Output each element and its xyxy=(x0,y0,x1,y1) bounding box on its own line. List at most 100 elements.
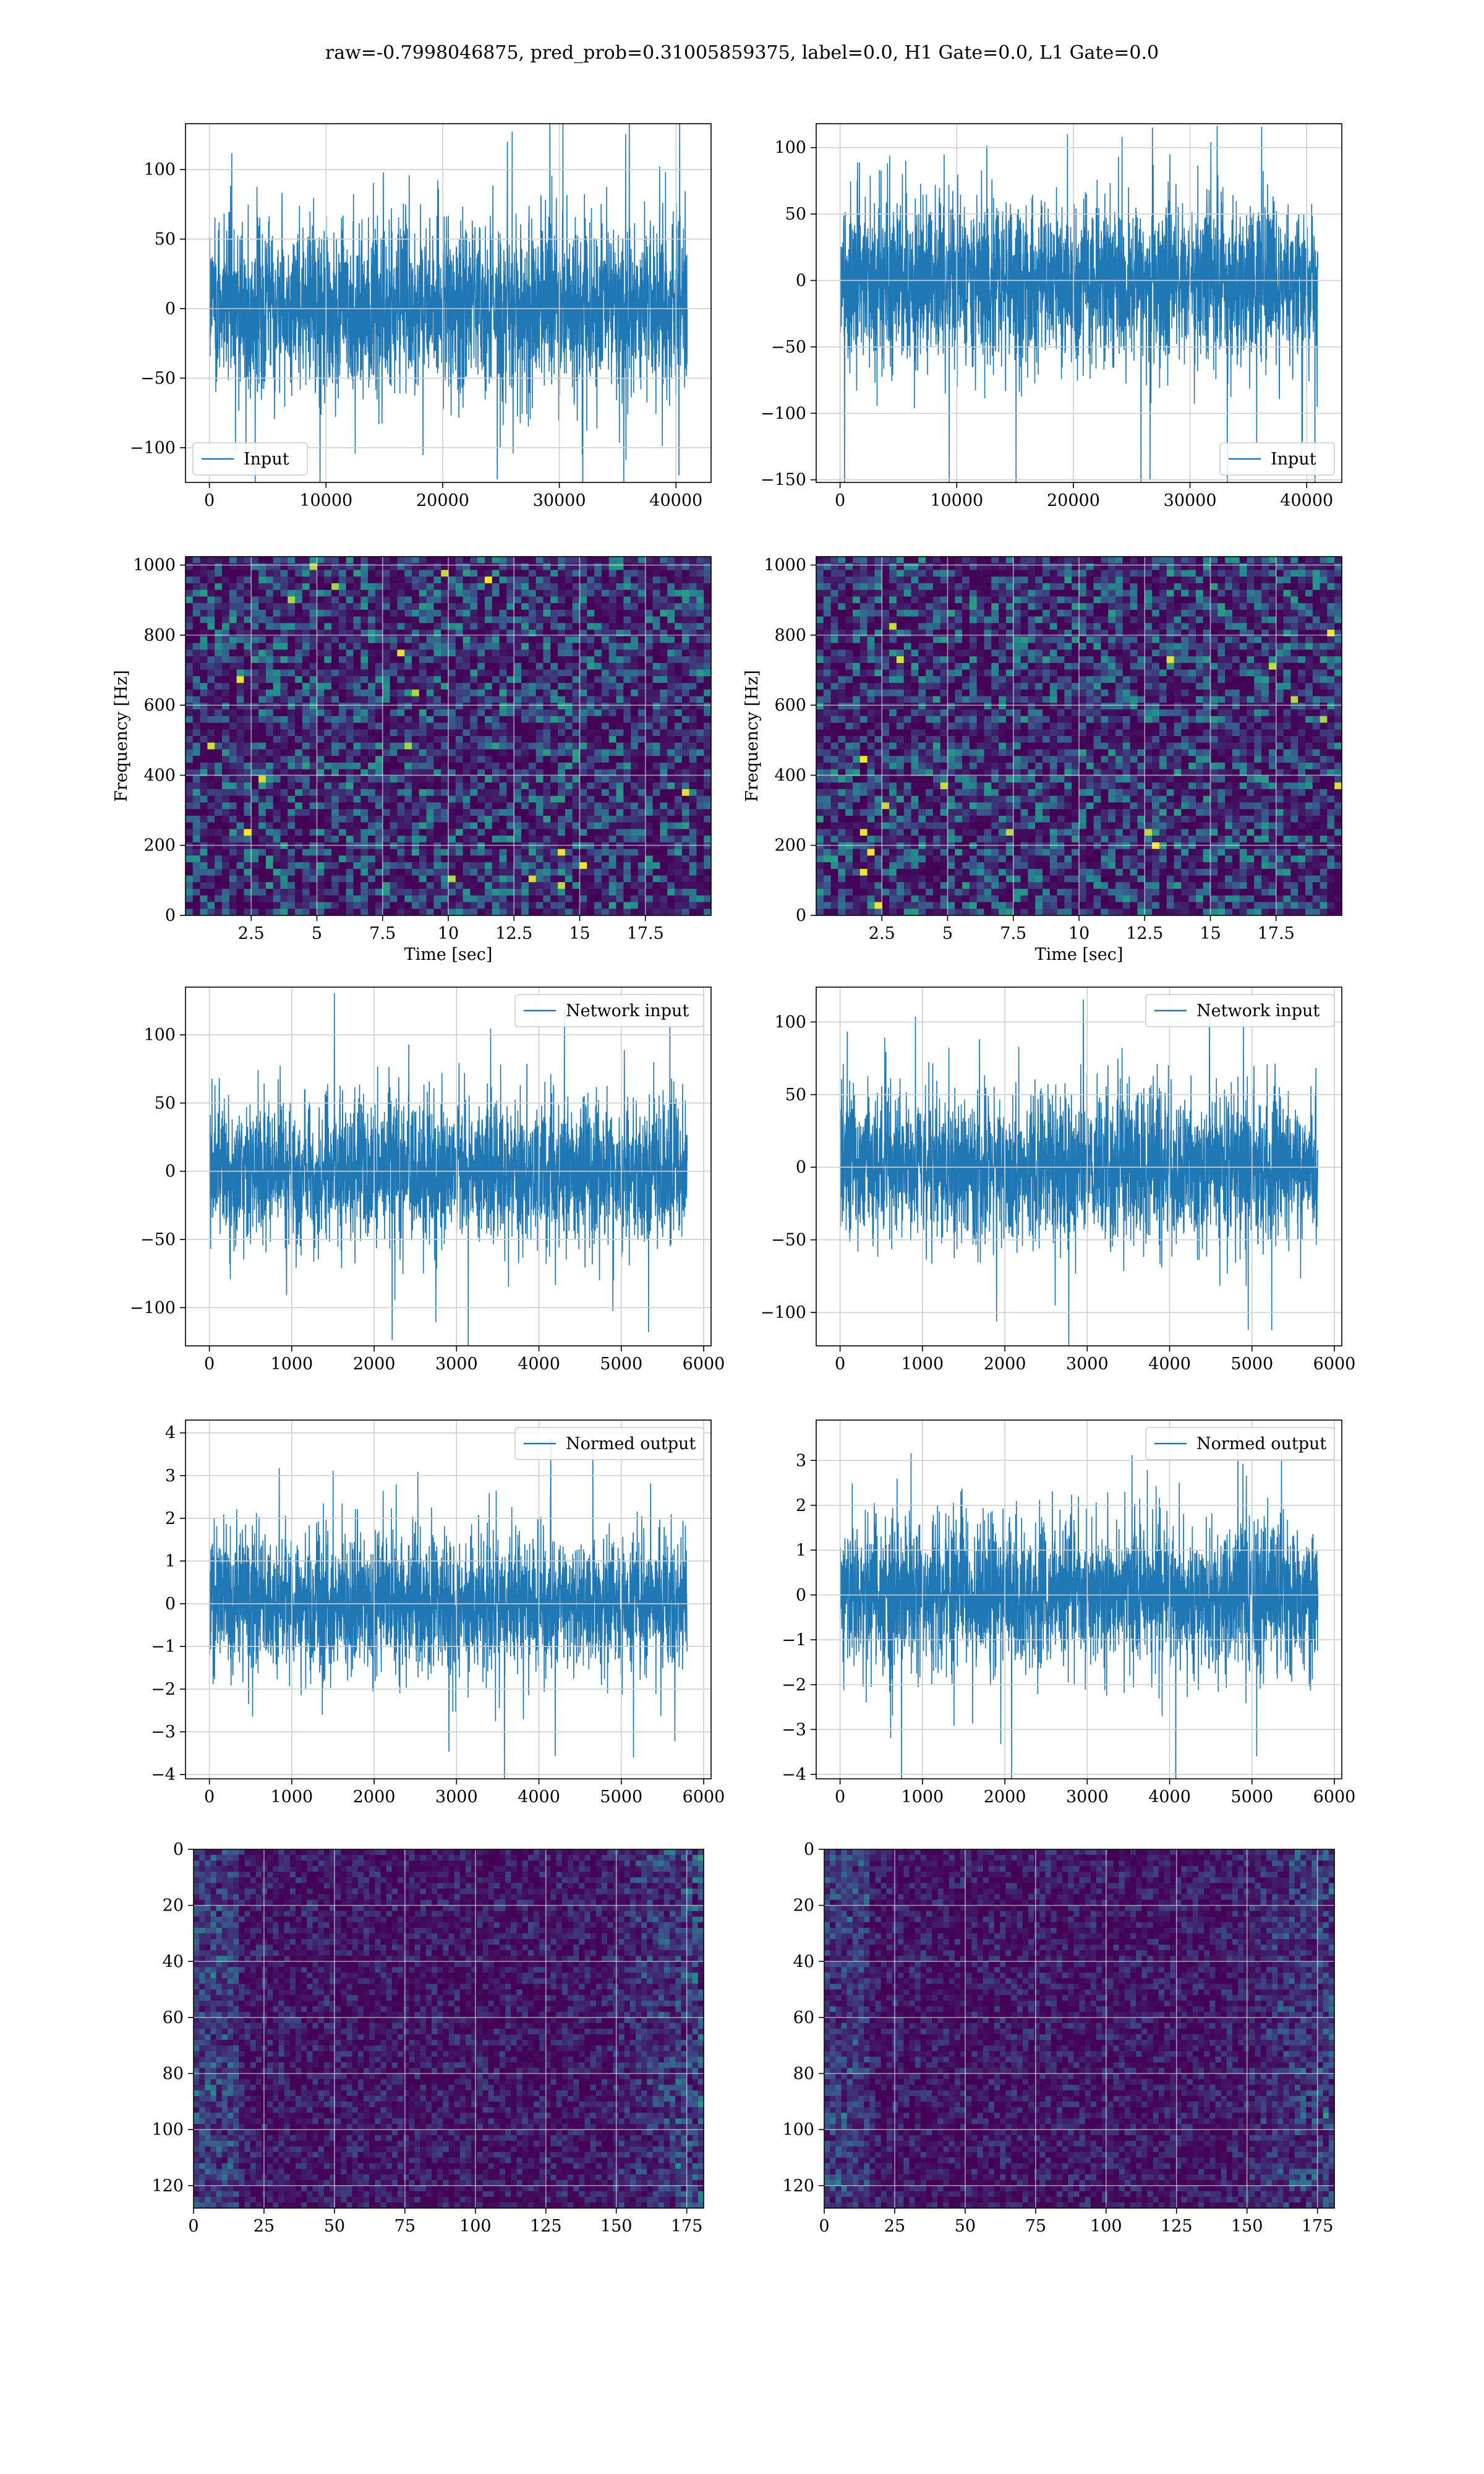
y-tick-label: −2 xyxy=(782,1676,806,1695)
x-tick-label: 15 xyxy=(569,924,590,943)
x-tick-label: 5000 xyxy=(1230,1355,1273,1374)
y-tick-label: 0 xyxy=(165,906,176,925)
y-tick-label: −100 xyxy=(130,439,176,458)
y-tick-label: 0 xyxy=(165,299,176,319)
x-tick-label: 30000 xyxy=(533,491,586,510)
y-tick-label: −2 xyxy=(151,1680,176,1699)
series-line xyxy=(208,124,688,482)
x-tick-label: 2.5 xyxy=(238,924,265,943)
y-tick-label: −1 xyxy=(782,1630,806,1650)
grid-lines xyxy=(186,1420,711,1779)
heatmap-image xyxy=(824,1849,1334,2208)
y-tick-label: 100 xyxy=(143,1025,176,1045)
y-tick-label: 1 xyxy=(165,1552,176,1571)
heatmap-image xyxy=(194,1849,704,2208)
y-tick-label: −3 xyxy=(782,1720,806,1739)
y-tick-label: −50 xyxy=(771,338,806,357)
x-tick-label: 125 xyxy=(530,2217,562,2236)
x-tick-label: 3000 xyxy=(435,1787,478,1807)
subplot-p4: 2.5 5 7.5 10 12.5 15 17.5 0 200 400 600 800 1000 Time… xyxy=(743,556,1342,964)
x-tick-label: 17.5 xyxy=(1258,924,1295,943)
x-tick-label: 150 xyxy=(600,2217,633,2236)
y-tick-label: 400 xyxy=(143,766,176,785)
y-tick-label: 50 xyxy=(155,1094,176,1113)
x-tick-label: 75 xyxy=(1025,2217,1046,2236)
x-tick-label: 40000 xyxy=(649,491,702,510)
x-tick-label: 75 xyxy=(394,2217,416,2236)
y-tick-label: −100 xyxy=(130,1298,176,1317)
x-tick-label: 20000 xyxy=(416,491,469,510)
y-tick-label: 80 xyxy=(163,2065,184,2084)
y-tick-label: 600 xyxy=(143,696,176,715)
y-axis-label: Frequency [Hz] xyxy=(112,670,131,802)
y-tick-label: 400 xyxy=(774,766,806,785)
grid-lines xyxy=(186,557,711,915)
legend-label: Network input xyxy=(1196,1001,1320,1021)
y-tick-label: 2 xyxy=(165,1509,176,1528)
x-tick-label: 175 xyxy=(671,2217,703,2236)
x-tick-label: 1000 xyxy=(902,1355,944,1374)
x-tick-label: 0 xyxy=(204,1355,215,1374)
subplot-p2: 0 10000 20000 30000 40000 −150 −100 −50 0 50 100 In… xyxy=(761,123,1342,510)
y-tick-label: 40 xyxy=(793,1952,814,1971)
y-tick-label: −3 xyxy=(151,1723,176,1742)
y-tick-label: 0 xyxy=(165,1594,176,1614)
grid-lines xyxy=(824,1849,1334,2208)
y-axis-label: Frequency [Hz] xyxy=(743,670,762,802)
y-tick-label: 20 xyxy=(793,1896,814,1915)
subplot-p9: 0 25 50 75 100 125 150 175 0 20 40 60 80 100 120 xyxy=(151,1840,704,2236)
x-tick-label: 2.5 xyxy=(869,924,895,943)
y-tick-label: 80 xyxy=(793,2065,814,2084)
x-tick-label: 150 xyxy=(1231,2217,1263,2236)
x-axis-label: Time [sec] xyxy=(1035,945,1124,964)
y-tick-label: −50 xyxy=(140,369,176,388)
y-tick-label: 0 xyxy=(173,1840,184,1859)
x-tick-label: 50 xyxy=(955,2217,976,2236)
y-tick-label: 60 xyxy=(163,2008,184,2027)
x-tick-label: 0 xyxy=(819,2217,829,2236)
subplot-p10: 0 25 50 75 100 125 150 175 0 20 40 60 80 100 120 xyxy=(782,1840,1335,2236)
x-tick-label: 30000 xyxy=(1164,491,1217,510)
x-tick-label: 10000 xyxy=(299,491,352,510)
x-tick-label: 25 xyxy=(254,2217,275,2236)
x-tick-label: 6000 xyxy=(683,1787,725,1807)
subplot-p7: 0 1000 2000 3000 4000 5000 6000 −4 −3 −2 −1 0 1 2 3 4 No… xyxy=(151,1419,725,1807)
x-tick-label: 4000 xyxy=(518,1787,560,1807)
x-tick-label: 2000 xyxy=(353,1787,396,1807)
x-tick-label: 25 xyxy=(884,2217,905,2236)
y-tick-label: 100 xyxy=(774,139,806,158)
y-tick-label: 0 xyxy=(796,1158,806,1177)
y-tick-label: −100 xyxy=(761,1303,806,1322)
series-line xyxy=(839,999,1319,1346)
x-tick-label: 4000 xyxy=(518,1355,560,1374)
x-tick-label: 100 xyxy=(1090,2217,1122,2236)
y-tick-label: −4 xyxy=(782,1765,806,1784)
series-line xyxy=(208,1437,688,1779)
y-tick-label: −150 xyxy=(761,471,806,490)
grid-lines xyxy=(186,987,711,1346)
legend-label: Normed output xyxy=(566,1434,696,1453)
y-tick-label: 0 xyxy=(796,271,806,290)
grid-lines xyxy=(816,557,1342,915)
y-tick-label: 0 xyxy=(804,1840,814,1859)
y-tick-label: 60 xyxy=(793,2008,814,2027)
grid-lines xyxy=(816,987,1342,1346)
y-tick-label: 120 xyxy=(151,2177,184,2196)
x-tick-label: 0 xyxy=(204,1787,215,1807)
y-tick-label: 0 xyxy=(796,906,806,925)
x-tick-label: 0 xyxy=(835,491,845,510)
axes-frame xyxy=(185,987,712,1346)
x-tick-label: 6000 xyxy=(683,1355,725,1374)
x-tick-label: 0 xyxy=(835,1355,845,1374)
x-tick-label: 1000 xyxy=(271,1355,313,1374)
legend: Input xyxy=(192,442,308,476)
y-tick-label: 0 xyxy=(165,1162,176,1181)
x-tick-label: 5000 xyxy=(600,1355,642,1374)
y-tick-label: 100 xyxy=(143,160,176,179)
axes-frame xyxy=(185,1419,712,1779)
x-tick-label: 100 xyxy=(459,2217,492,2236)
x-tick-label: 4000 xyxy=(1148,1355,1191,1374)
y-tick-label: 200 xyxy=(143,836,176,855)
series-line xyxy=(839,126,1319,482)
y-tick-label: 3 xyxy=(796,1451,806,1470)
